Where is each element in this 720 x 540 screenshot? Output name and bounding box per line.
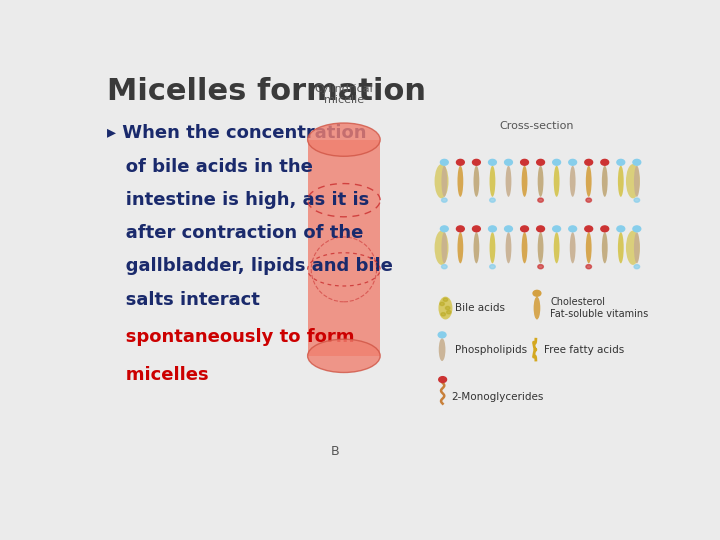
Circle shape — [441, 159, 449, 165]
Circle shape — [456, 226, 464, 232]
Text: micelles: micelles — [107, 366, 208, 383]
Ellipse shape — [602, 166, 608, 197]
Ellipse shape — [626, 231, 640, 265]
Circle shape — [538, 198, 544, 202]
Text: Cholesterol
Fat-soluble vitamins: Cholesterol Fat-soluble vitamins — [550, 297, 649, 319]
Ellipse shape — [435, 164, 449, 198]
Circle shape — [633, 159, 641, 165]
Circle shape — [472, 226, 480, 232]
Text: intestine is high, as it is: intestine is high, as it is — [107, 191, 369, 209]
Circle shape — [446, 310, 451, 314]
Circle shape — [490, 265, 495, 269]
Ellipse shape — [570, 232, 575, 264]
Circle shape — [441, 265, 447, 269]
Ellipse shape — [554, 166, 559, 197]
Ellipse shape — [307, 339, 380, 373]
Circle shape — [538, 265, 544, 269]
Ellipse shape — [457, 166, 463, 197]
Ellipse shape — [554, 232, 559, 264]
Circle shape — [634, 198, 639, 202]
Ellipse shape — [586, 166, 592, 197]
Circle shape — [633, 226, 641, 232]
Ellipse shape — [618, 166, 624, 197]
Text: 2-Monoglycerides: 2-Monoglycerides — [451, 393, 544, 402]
Circle shape — [441, 226, 449, 232]
Circle shape — [553, 226, 561, 232]
Ellipse shape — [634, 232, 640, 264]
Circle shape — [634, 265, 639, 269]
Circle shape — [438, 377, 446, 382]
Circle shape — [553, 159, 561, 165]
Ellipse shape — [505, 166, 511, 197]
Ellipse shape — [618, 232, 624, 264]
Ellipse shape — [634, 166, 640, 197]
Text: B: B — [331, 445, 340, 458]
Ellipse shape — [474, 166, 480, 197]
Text: Free fatty acids: Free fatty acids — [544, 345, 624, 355]
Ellipse shape — [626, 164, 640, 198]
Circle shape — [456, 159, 464, 165]
Circle shape — [521, 159, 528, 165]
Text: Cross-section: Cross-section — [499, 121, 574, 131]
Circle shape — [444, 298, 448, 301]
Ellipse shape — [435, 231, 449, 265]
Ellipse shape — [438, 296, 452, 320]
Circle shape — [569, 226, 577, 232]
Ellipse shape — [522, 166, 528, 197]
Bar — [307, 140, 380, 356]
Circle shape — [601, 226, 608, 232]
Circle shape — [441, 198, 447, 202]
Ellipse shape — [522, 232, 528, 264]
Text: Phospholipids: Phospholipids — [456, 345, 528, 355]
Circle shape — [586, 265, 592, 269]
Text: after contraction of the: after contraction of the — [107, 224, 363, 242]
Circle shape — [505, 226, 513, 232]
Circle shape — [585, 159, 593, 165]
Ellipse shape — [441, 166, 447, 197]
Ellipse shape — [538, 232, 544, 264]
Ellipse shape — [474, 232, 480, 264]
Circle shape — [536, 226, 544, 232]
Text: gallbladder, lipids and bile: gallbladder, lipids and bile — [107, 258, 392, 275]
Ellipse shape — [586, 232, 592, 264]
Text: salts interact: salts interact — [107, 291, 260, 309]
Circle shape — [617, 226, 625, 232]
Text: ▸ When the concentration: ▸ When the concentration — [107, 124, 366, 143]
Circle shape — [586, 198, 592, 202]
Circle shape — [536, 159, 544, 165]
Circle shape — [490, 198, 495, 202]
Circle shape — [446, 306, 450, 310]
Circle shape — [505, 159, 513, 165]
Ellipse shape — [538, 166, 544, 197]
Circle shape — [569, 159, 577, 165]
Circle shape — [489, 159, 496, 165]
Circle shape — [601, 159, 608, 165]
Text: spontaneously to form: spontaneously to form — [107, 328, 354, 346]
Circle shape — [521, 226, 528, 232]
Circle shape — [438, 332, 446, 338]
Ellipse shape — [457, 232, 463, 264]
Text: Bile acids: Bile acids — [456, 303, 505, 313]
Circle shape — [617, 159, 625, 165]
Circle shape — [533, 291, 541, 296]
Ellipse shape — [490, 232, 495, 264]
Ellipse shape — [570, 166, 575, 197]
Ellipse shape — [505, 232, 511, 264]
Text: Micelles formation: Micelles formation — [107, 77, 426, 106]
Circle shape — [472, 159, 480, 165]
Ellipse shape — [602, 232, 608, 264]
Text: of bile acids in the: of bile acids in the — [107, 158, 312, 176]
Ellipse shape — [441, 232, 447, 264]
Ellipse shape — [438, 338, 446, 361]
Circle shape — [489, 226, 496, 232]
Text: Cylindrical
micelle: Cylindrical micelle — [315, 84, 373, 105]
Ellipse shape — [307, 123, 380, 156]
Circle shape — [585, 226, 593, 232]
Ellipse shape — [534, 296, 540, 320]
Ellipse shape — [490, 166, 495, 197]
Circle shape — [440, 302, 444, 306]
Circle shape — [441, 313, 446, 316]
